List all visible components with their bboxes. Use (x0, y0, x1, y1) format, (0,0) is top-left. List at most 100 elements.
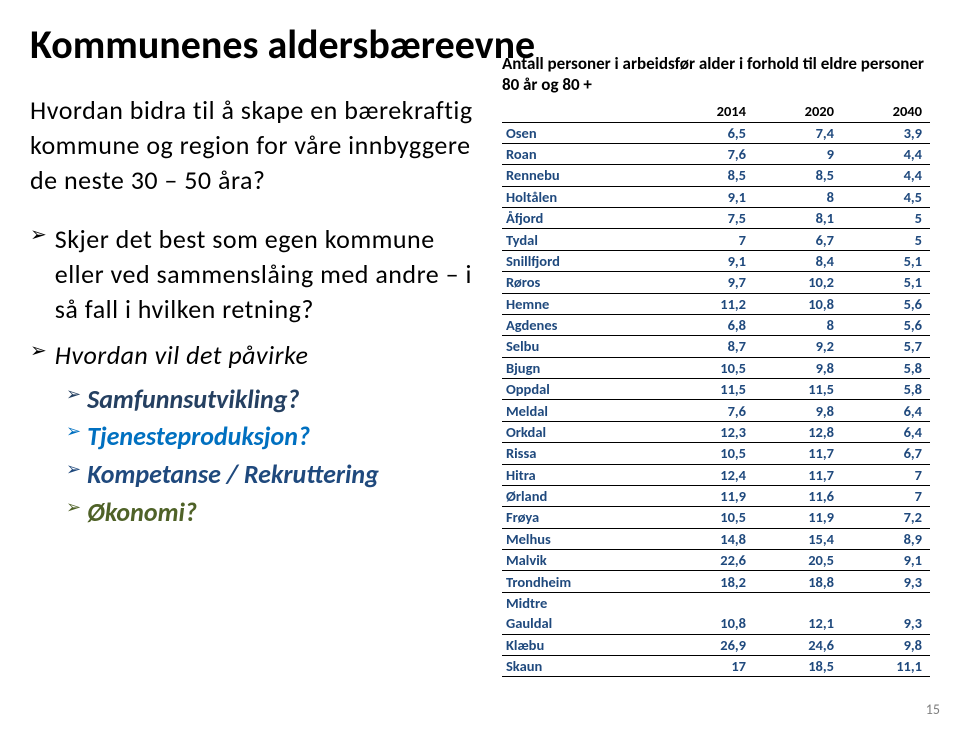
table-row: Trondheim18,218,89,3 (502, 571, 930, 592)
table-row: Rissa10,511,76,7 (502, 443, 930, 464)
table-cell-value: 3,9 (842, 122, 930, 143)
table-cell-name: Røros (502, 272, 666, 293)
table-cell-value: 5,1 (842, 272, 930, 293)
table-column-header: 2014 (666, 100, 754, 123)
table-row: Bjugn10,59,85,8 (502, 357, 930, 378)
table-cell-name: Agdenes (502, 314, 666, 335)
table-row: Roan7,694,4 (502, 143, 930, 164)
table-cell-name: Rissa (502, 443, 666, 464)
table-cell-value: 6,4 (842, 421, 930, 442)
table-cell-name: Malvik (502, 550, 666, 571)
table-cell-value: 10,8 (666, 613, 754, 634)
table-cell-value: 12,4 (666, 464, 754, 485)
bullet-text: Hvordan vil det påvirke (55, 338, 309, 373)
arrow-icon: ➢ (66, 458, 81, 492)
table-cell-name: Trondheim (502, 571, 666, 592)
table-row: Osen6,57,43,9 (502, 122, 930, 143)
table-cell-value: 22,6 (666, 550, 754, 571)
table-row: Klæbu26,924,69,8 (502, 634, 930, 655)
table-cell-value: 11,9 (666, 485, 754, 506)
table-cell-value: 5,8 (842, 357, 930, 378)
table-cell-value: 11,6 (754, 485, 842, 506)
table-cell-name: Meldal (502, 400, 666, 421)
table-cell-value: 10,8 (754, 293, 842, 314)
table-cell-value: 7 (842, 485, 930, 506)
table-cell-value: 8,1 (754, 208, 842, 229)
table-cell-name: Roan (502, 143, 666, 164)
table-cell-value: 5,6 (842, 293, 930, 314)
table-cell-value: 6,7 (842, 443, 930, 464)
table-cell-value: 9,3 (842, 571, 930, 592)
table-cell-name: Oppdal (502, 379, 666, 400)
table-cell-value: 10,5 (666, 443, 754, 464)
table-cell-value: 12,3 (666, 421, 754, 442)
table-cell-value: 10,5 (666, 357, 754, 378)
table-cell-value: 11,7 (754, 443, 842, 464)
table-row: Hemne11,210,85,6 (502, 293, 930, 314)
bullet-item-2: ➢ Hvordan vil det påvirke (30, 338, 478, 373)
table-row: Oppdal11,511,55,8 (502, 379, 930, 400)
table-caption: Antall personer i arbeidsfør alder i for… (502, 53, 930, 96)
table-cell-value: 6,4 (842, 400, 930, 421)
table-cell-value: 5,7 (842, 336, 930, 357)
arrow-icon: ➢ (66, 383, 81, 417)
table-cell-value: 5,1 (842, 250, 930, 271)
sub-bullet-1: ➢ Samfunnsutvikling? (66, 383, 478, 417)
table-row: Meldal7,69,86,4 (502, 400, 930, 421)
table-cell-value: 17 (666, 655, 754, 676)
table-cell-value: 6,8 (666, 314, 754, 335)
table-cell-name: Hitra (502, 464, 666, 485)
table-cell-name: Bjugn (502, 357, 666, 378)
table-cell-value: 8 (754, 314, 842, 335)
table-cell-value: 11,1 (842, 655, 930, 676)
table-cell-name: Orkdal (502, 421, 666, 442)
table-cell-value: 5 (842, 208, 930, 229)
table-cell-value: 7,5 (666, 208, 754, 229)
table-row: Selbu8,79,25,7 (502, 336, 930, 357)
table-row: Åfjord7,58,15 (502, 208, 930, 229)
sub-bullet-text: Tjenesteproduksjon? (87, 420, 310, 454)
table-row: Hitra12,411,77 (502, 464, 930, 485)
table-cell-value: 6,5 (666, 122, 754, 143)
table-row: Agdenes6,885,6 (502, 314, 930, 335)
table-cell-value: 24,6 (754, 634, 842, 655)
table-cell-name: Midtre (502, 592, 666, 613)
table-row: Tydal76,75 (502, 229, 930, 250)
table-cell-name: Frøya (502, 507, 666, 528)
table-cell-value: 18,8 (754, 571, 842, 592)
table-cell-value: 9 (754, 143, 842, 164)
table-cell-value: 9,8 (754, 400, 842, 421)
table-cell-name: Selbu (502, 336, 666, 357)
table-cell-name: Rennebu (502, 165, 666, 186)
table-cell-value: 7,6 (666, 400, 754, 421)
table-cell-value: 5,6 (842, 314, 930, 335)
table-cell-value: 10,5 (666, 507, 754, 528)
table-cell-value: 11,5 (666, 379, 754, 400)
table-cell-value: 5,8 (842, 379, 930, 400)
sub-bullet-4: ➢ Økonomi? (66, 496, 478, 530)
table-cell-value: 9,8 (754, 357, 842, 378)
table-cell-name: Hemne (502, 293, 666, 314)
table-cell-name: Skaun (502, 655, 666, 676)
table-cell-value: 9,1 (842, 550, 930, 571)
table-cell-value: 4,4 (842, 143, 930, 164)
table-cell-value: 9,1 (666, 250, 754, 271)
table-cell-value: 11,7 (754, 464, 842, 485)
table-cell-value: 7,4 (754, 122, 842, 143)
table-header: 201420202040 (502, 100, 930, 123)
table-cell-value: 10,2 (754, 272, 842, 293)
sub-bullet-3: ➢ Kompetanse / Rekruttering (66, 458, 478, 492)
table-cell-value: 7,6 (666, 143, 754, 164)
table-cell-value: 6,7 (754, 229, 842, 250)
table-cell-value: 12,8 (754, 421, 842, 442)
table-row: Gauldal10,812,19,3 (502, 613, 930, 634)
table-cell-value: 4,5 (842, 186, 930, 207)
table-cell-value: 9,2 (754, 336, 842, 357)
table-cell-name: Osen (502, 122, 666, 143)
table-row: Melhus14,815,48,9 (502, 528, 930, 549)
right-column: Antall personer i arbeidsfør alder i for… (502, 53, 930, 677)
table-column-header: 2040 (842, 100, 930, 123)
arrow-icon: ➢ (30, 222, 47, 327)
table-column-header: 2020 (754, 100, 842, 123)
table-row: Snillfjord9,18,45,1 (502, 250, 930, 271)
